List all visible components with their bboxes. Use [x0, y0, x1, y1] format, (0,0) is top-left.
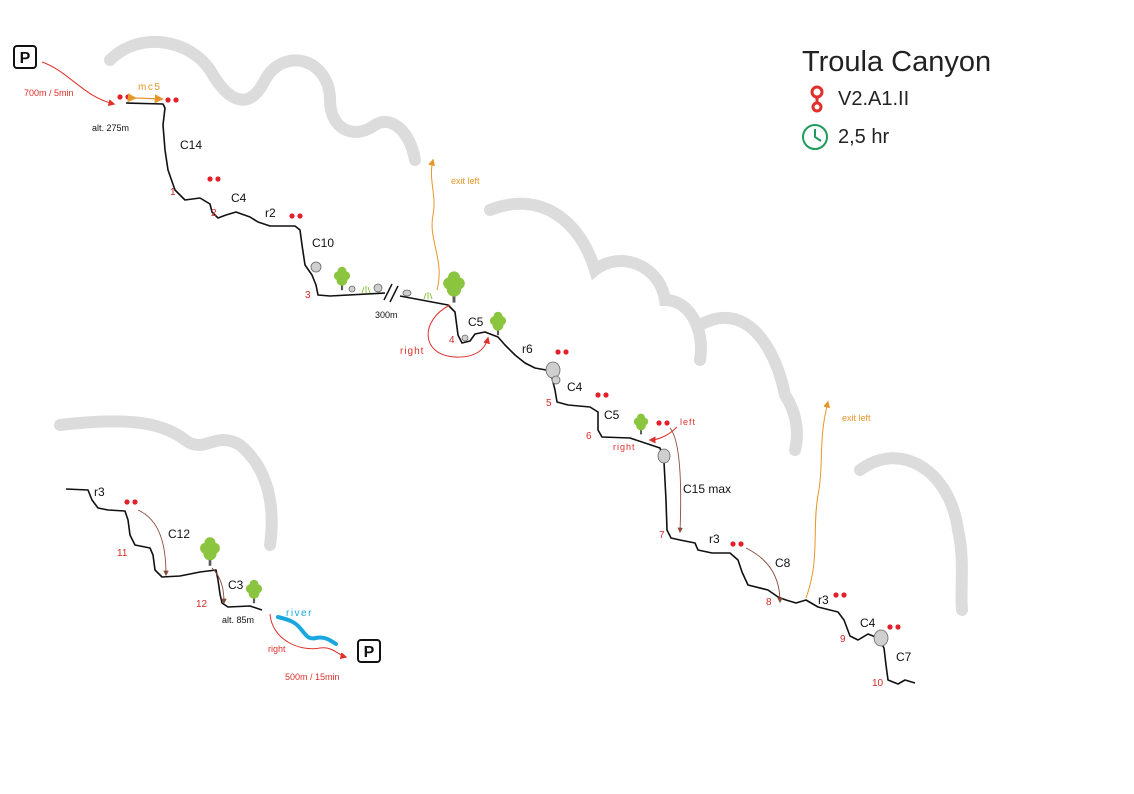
- direction-label: right: [400, 346, 424, 357]
- duration-value: 2,5 hr: [838, 125, 890, 148]
- rope-icon: [810, 85, 824, 113]
- parking-icon: P: [357, 639, 381, 663]
- drop-label: r3: [709, 532, 720, 546]
- grass-icon: [361, 286, 433, 300]
- route-break-marker: [383, 283, 399, 303]
- drop-label: C8: [775, 556, 791, 570]
- rope-icon: [127, 93, 164, 104]
- descent-arrows: [137, 427, 783, 605]
- drop-label: r2: [265, 206, 276, 220]
- direction-label: left: [680, 417, 696, 427]
- river-line: [276, 615, 338, 646]
- parking-icon: P: [13, 45, 37, 69]
- drop-label: C15 max: [683, 482, 731, 496]
- exit-distance: 500m / 15min: [285, 672, 340, 682]
- tree-icon: [200, 266, 649, 604]
- anchor-number: 6: [586, 431, 592, 442]
- boulder-icon: [310, 261, 889, 647]
- distance-marker: 300m: [375, 310, 398, 320]
- red-arrows: [41, 61, 678, 660]
- handline-label: mc5: [138, 82, 161, 93]
- anchor-number: 10: [872, 678, 884, 689]
- anchor-number: 8: [766, 597, 772, 608]
- drop-label: C10: [312, 236, 334, 250]
- exit-direction: right: [268, 644, 286, 654]
- exit-paths: [428, 158, 830, 599]
- canyon-title: Troula Canyon: [802, 46, 992, 78]
- canyon-info: Troula Canyon V2.A1.II 2,5 hr: [800, 44, 1060, 156]
- drop-label: C4: [860, 616, 876, 630]
- drop-label: C14: [180, 138, 202, 152]
- river-label: river: [286, 608, 313, 619]
- anchor-number: 3: [305, 290, 311, 301]
- duration-row: 2,5 hr: [800, 118, 1060, 156]
- drop-labels: C14 C4 r2 C10 C5 r6 C4 C5 C15 max r3 C8 …: [94, 138, 912, 664]
- rating-row: V2.A1.II: [800, 80, 1060, 118]
- anchor-number: 2: [211, 208, 217, 219]
- anchor-number: 7: [659, 530, 665, 541]
- exit-label: exit left: [451, 176, 480, 186]
- svg-text:P: P: [20, 50, 31, 67]
- anchor-icon: [117, 94, 901, 630]
- approach-distance: 700m / 5min: [24, 88, 74, 98]
- drop-label: r3: [818, 593, 829, 607]
- drop-label: C7: [896, 650, 912, 664]
- drop-label: r6: [522, 342, 533, 356]
- drop-label: C5: [604, 408, 620, 422]
- drop-label: C4: [231, 191, 247, 205]
- anchor-number: 12: [196, 599, 208, 610]
- rating-value: V2.A1.II: [838, 87, 910, 110]
- anchor-number: 4: [449, 335, 455, 346]
- cliff-silhouettes: [54, 35, 968, 616]
- anchor-number: 5: [546, 398, 552, 409]
- anchor-number: 11: [117, 548, 128, 559]
- clock-icon: [802, 124, 828, 150]
- svg-text:P: P: [364, 644, 375, 661]
- drop-label: r3: [94, 485, 105, 499]
- drop-label: C4: [567, 380, 583, 394]
- drop-label: C5: [468, 315, 484, 329]
- anchor-number: 9: [840, 634, 846, 645]
- anchor-numbers: 1 2 3 4 5 6 7 8 9 10 11 12: [117, 187, 884, 689]
- route-line: [65, 102, 916, 685]
- anchor-number: 1: [170, 187, 176, 198]
- direction-label: right: [613, 442, 636, 452]
- drop-label: C3: [228, 578, 244, 592]
- end-altitude: alt. 85m: [222, 615, 254, 625]
- start-altitude: alt. 275m: [92, 123, 129, 133]
- drop-label: C12: [168, 527, 190, 541]
- exit-label: exit left: [842, 413, 871, 423]
